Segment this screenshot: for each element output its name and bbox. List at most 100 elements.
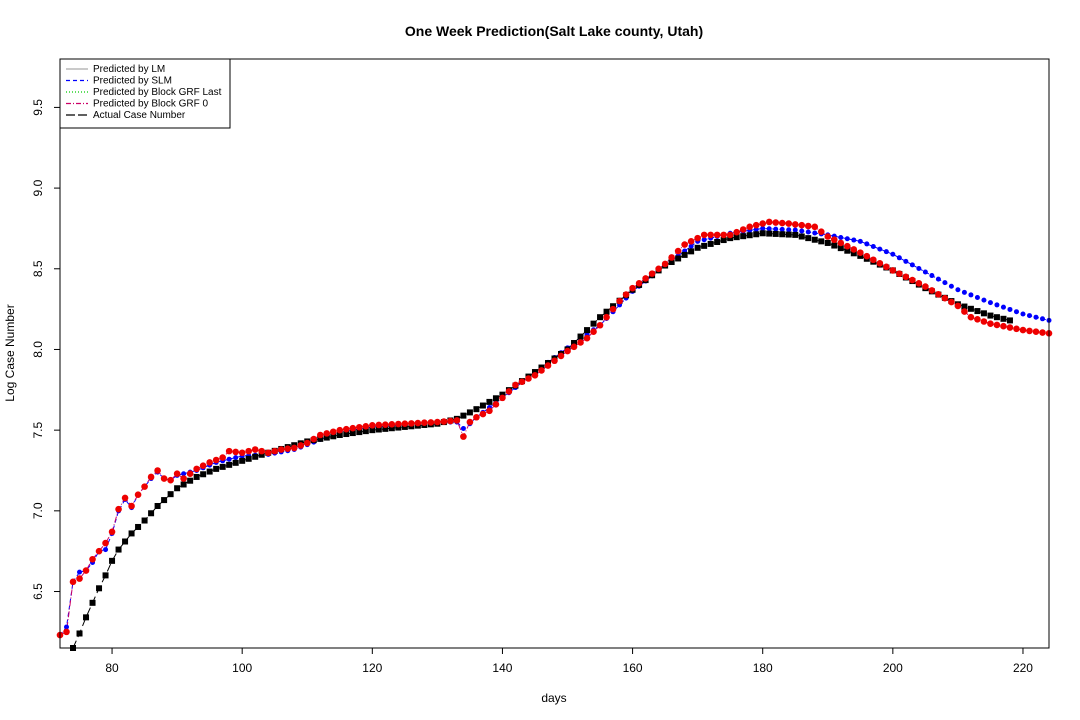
grf-point [167,476,174,484]
grf-point [538,367,545,374]
grf-point [115,505,122,513]
actual-point [330,433,337,440]
x-tick-label: 140 [492,661,512,675]
grf-point [134,491,142,498]
actual-point [688,248,695,255]
grf-point [863,252,871,260]
slm-point [961,289,967,295]
legend-entry-label: Predicted by LM [93,64,165,75]
y-axis-label: Log Case Number [3,304,17,401]
grf-point [967,313,975,321]
grf-point [154,467,161,474]
x-axis-label: days [541,691,566,705]
actual-point [161,497,168,504]
actual-point [473,406,480,413]
slm-point [987,300,993,306]
grf-point [440,418,448,425]
x-tick-label: 180 [753,661,773,675]
actual-point [466,409,473,416]
chart-title: One Week Prediction(Salt Lake county, Ut… [405,23,703,39]
grf-point [733,228,740,236]
grf-point [570,343,578,351]
actual-point [974,308,981,315]
slm-point [857,238,863,244]
actual-point [375,426,382,433]
grf-point [473,413,480,421]
actual-point [681,251,688,258]
grf-point [889,267,897,274]
grf-point [382,421,389,428]
slm-point [851,237,857,243]
actual-point [759,230,766,237]
slm-point [799,228,805,234]
grf-point [791,221,799,228]
actual-point [590,320,597,327]
grf-point [974,316,981,323]
grf-point [928,287,936,294]
grf-point [935,290,942,298]
grf-point [961,308,968,315]
actual-point [76,630,83,637]
slm-point [968,292,974,298]
grf-point [512,381,519,389]
actual-point [180,481,187,488]
grf-point [121,494,129,502]
slm-point [1026,313,1032,319]
grf-point [180,475,187,482]
grf-point [778,219,786,227]
y-tick-label: 9.0 [31,179,45,196]
grf-point [798,221,806,229]
grf-point [824,233,832,240]
grf-point [915,280,923,287]
grf-point [564,347,571,355]
grf-point [668,254,675,261]
grf-point [336,426,344,434]
grf-point [804,222,812,230]
actual-point [831,242,838,249]
actual-point [694,244,701,251]
grf-point [603,313,610,321]
grf-point [219,454,226,461]
grf-point [414,419,422,427]
grf-point [629,284,636,292]
slm-point [77,569,83,575]
grf-point [82,567,90,574]
actual-point [798,233,805,240]
slm-point [981,297,987,303]
slm-point [688,243,694,249]
grf-point [876,259,884,267]
grf-point [193,465,200,473]
grf-point [648,270,656,277]
grf-point [870,256,877,264]
slm-point [779,226,785,232]
x-tick-label: 120 [362,661,382,675]
actual-point [987,312,994,319]
actual-point [603,308,610,315]
grf-point [739,226,747,233]
grf-point [401,420,409,427]
slm-point [994,302,1000,308]
grf-point [811,223,819,231]
grf-point [726,231,734,239]
grf-point [583,334,591,342]
grf-point [323,430,331,437]
grf-point [746,223,753,231]
slm-point [948,283,954,289]
slm-point [916,265,922,271]
actual-point [232,459,239,466]
grf-point [772,219,780,226]
grf-point [271,447,279,455]
grf-point [160,475,168,482]
grf-point [460,433,467,440]
grf-point [681,241,688,248]
actual-point [382,425,389,432]
grf-point [499,394,506,402]
actual-point [154,502,161,509]
actual-point [135,523,142,530]
slm-point [909,262,915,268]
grf-point [700,231,708,239]
actual-point [486,398,493,405]
slm-point [786,227,792,233]
actual-point [226,461,233,468]
actual-point [141,517,148,524]
